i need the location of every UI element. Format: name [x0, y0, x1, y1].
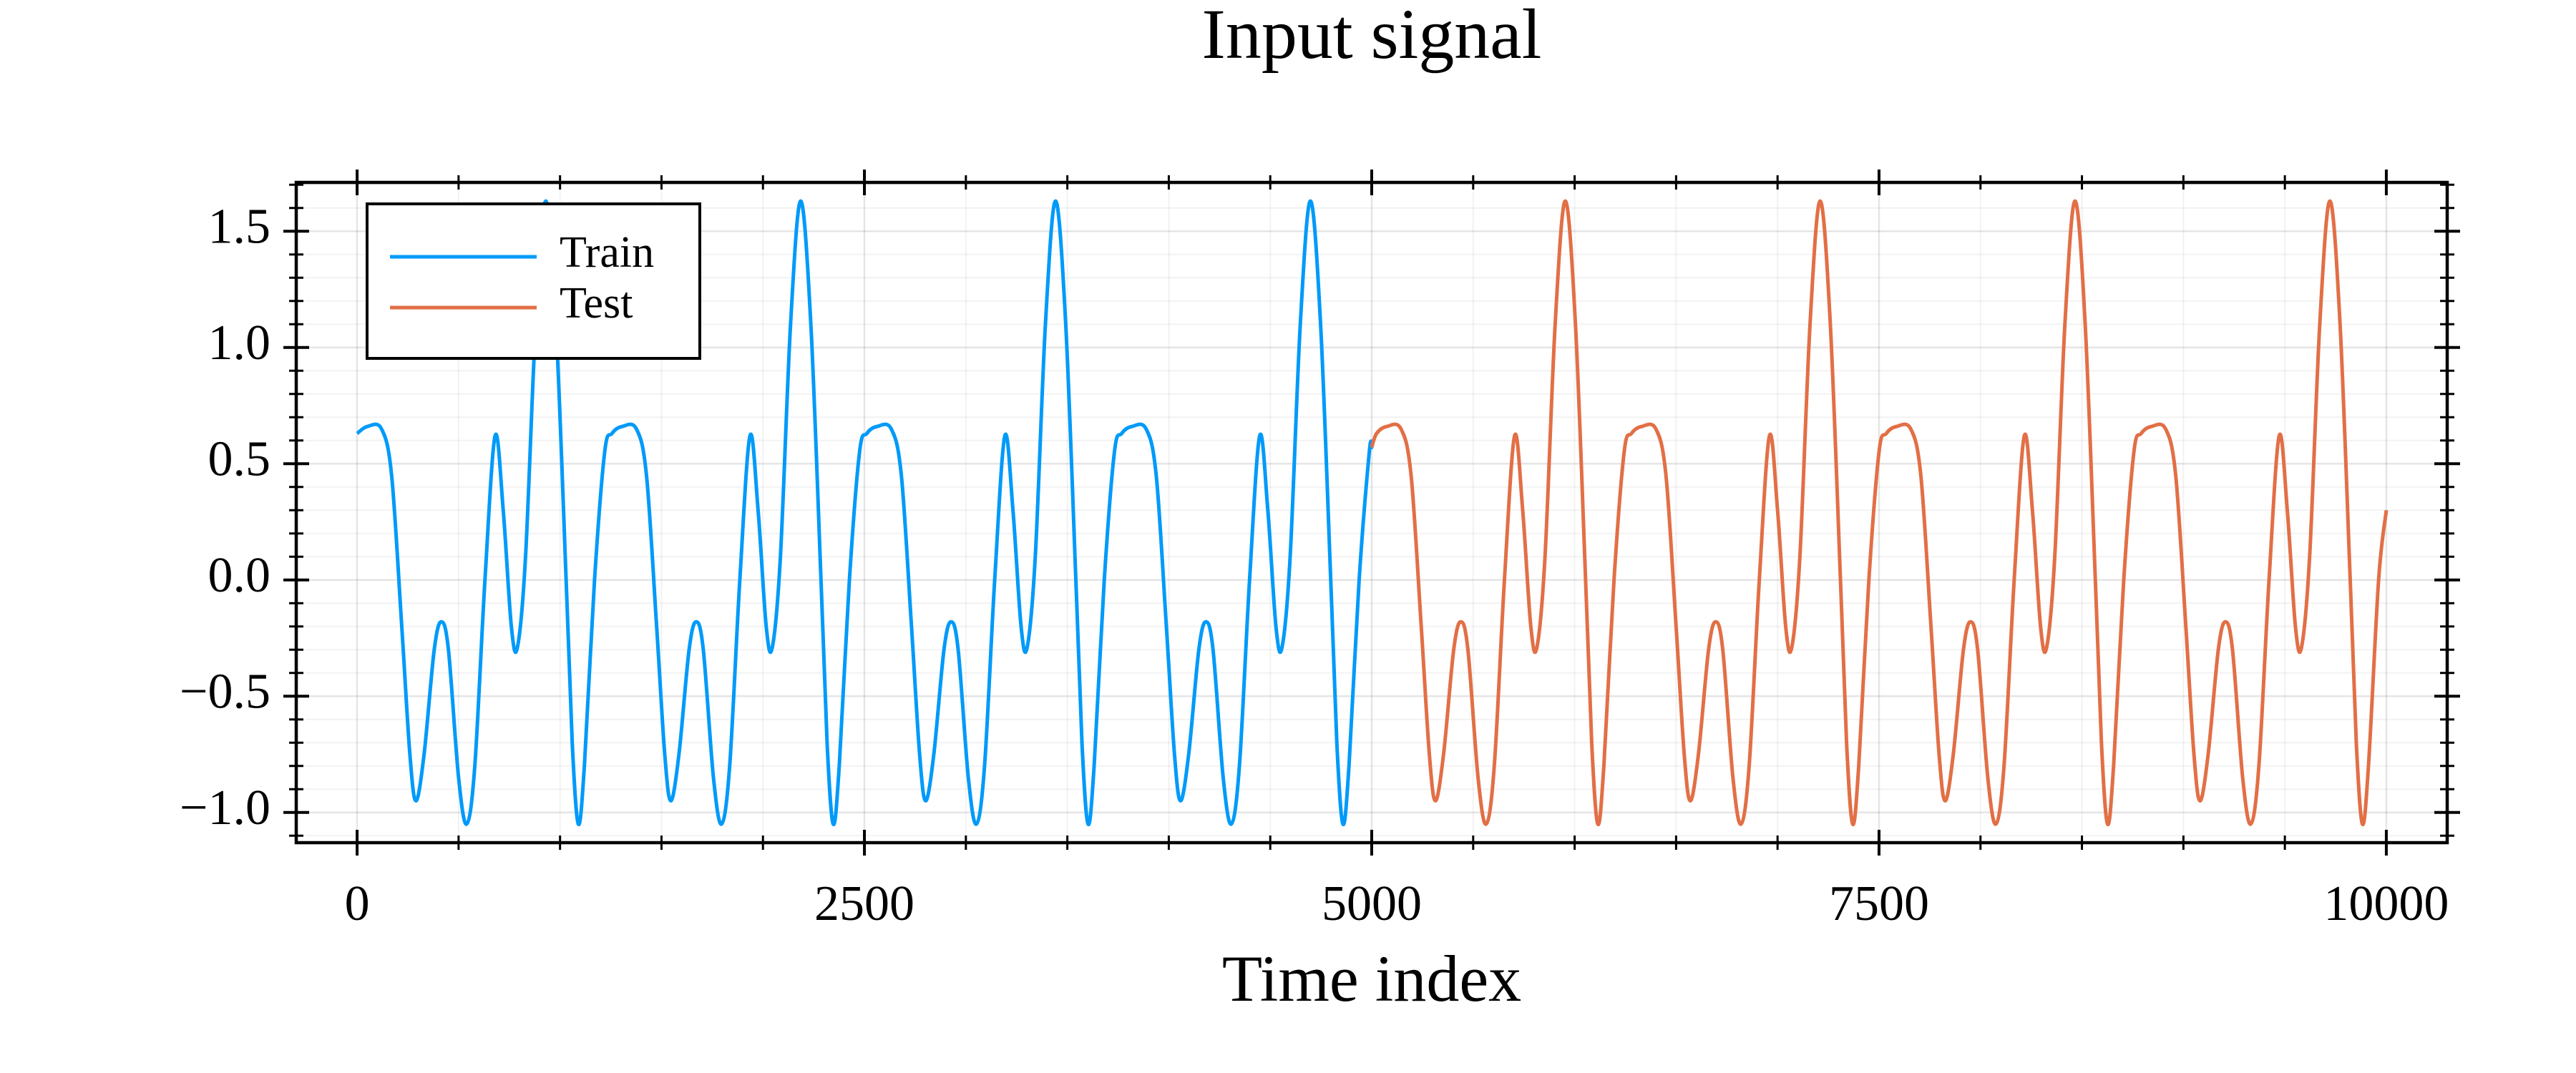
x-tick-label: 5000 — [1322, 876, 1422, 931]
grid — [296, 182, 2447, 843]
x-tick-label: 10000 — [2323, 876, 2449, 931]
y-tick-label: 1.5 — [208, 199, 271, 254]
legend-label: Train — [560, 228, 654, 277]
legend-label: Test — [560, 279, 633, 328]
series-line — [1370, 199, 2389, 827]
axes: 0 2500 5000 7500 10000 −1.0 −0.5 0.0 0.5 1.0 1.5 — [180, 170, 2460, 931]
x-tick-label: 7500 — [1829, 876, 1929, 931]
x-tick-label: 0 — [345, 876, 370, 931]
plot-frame — [294, 180, 2449, 845]
x-tick-label: 2500 — [814, 876, 914, 931]
chart-title: Input signal — [1202, 0, 1542, 74]
y-tick-label: 1.0 — [208, 315, 271, 371]
y-tick-label: −0.5 — [180, 664, 270, 719]
x-axis-label: Time index — [1222, 942, 1521, 1015]
y-tick-label: −1.0 — [180, 780, 270, 836]
y-tick-label: 0.5 — [208, 431, 271, 486]
legend-box — [366, 202, 701, 360]
y-tick-label: 0.0 — [208, 548, 271, 603]
